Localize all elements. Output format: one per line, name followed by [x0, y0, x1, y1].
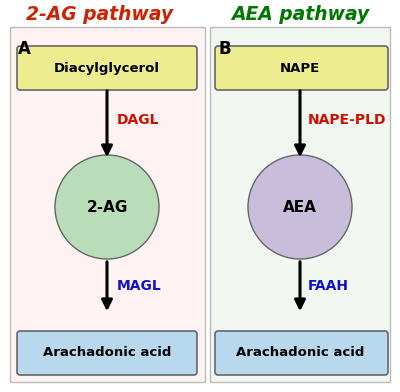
Text: Arachadonic acid: Arachadonic acid: [236, 347, 364, 359]
Text: NAPE: NAPE: [280, 62, 320, 74]
Text: MAGL: MAGL: [117, 279, 162, 293]
Text: Arachadonic acid: Arachadonic acid: [43, 347, 171, 359]
FancyBboxPatch shape: [215, 46, 388, 90]
FancyBboxPatch shape: [10, 27, 205, 382]
Text: FAAH: FAAH: [308, 279, 349, 293]
FancyBboxPatch shape: [215, 331, 388, 375]
FancyBboxPatch shape: [17, 46, 197, 90]
FancyBboxPatch shape: [210, 27, 390, 382]
Text: A: A: [18, 40, 31, 58]
Text: 2-AG: 2-AG: [86, 200, 128, 214]
FancyBboxPatch shape: [17, 331, 197, 375]
Circle shape: [248, 155, 352, 259]
Circle shape: [55, 155, 159, 259]
Text: DAGL: DAGL: [117, 113, 160, 127]
Text: AEA: AEA: [283, 200, 317, 214]
Text: NAPE-PLD: NAPE-PLD: [308, 113, 386, 127]
Text: AEA pathway: AEA pathway: [231, 4, 369, 24]
Text: B: B: [218, 40, 231, 58]
Text: Diacylglycerol: Diacylglycerol: [54, 62, 160, 74]
Text: 2-AG pathway: 2-AG pathway: [26, 4, 174, 24]
